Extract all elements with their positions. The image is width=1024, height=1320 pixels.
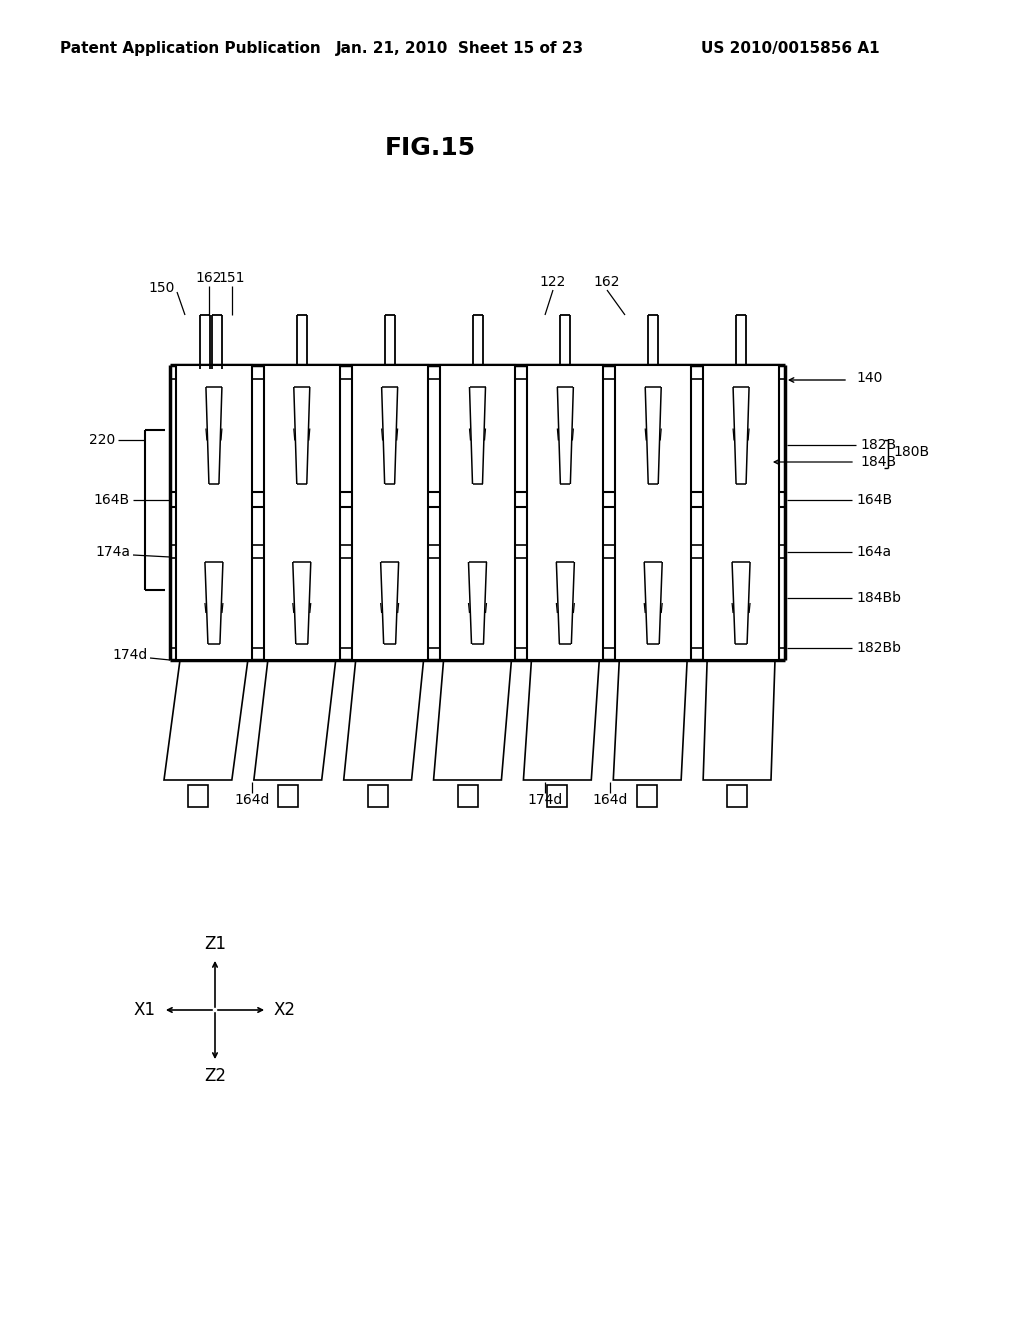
Bar xyxy=(637,785,657,807)
Polygon shape xyxy=(523,660,599,780)
Text: FIG.15: FIG.15 xyxy=(384,136,475,160)
Text: 162: 162 xyxy=(594,275,621,289)
Text: X1: X1 xyxy=(134,1001,156,1019)
Text: 140: 140 xyxy=(856,371,883,385)
Text: 182B: 182B xyxy=(860,438,896,451)
Polygon shape xyxy=(703,660,775,780)
Polygon shape xyxy=(254,660,336,780)
Polygon shape xyxy=(613,660,687,780)
Bar xyxy=(368,785,388,807)
Bar xyxy=(188,785,208,807)
Text: Z1: Z1 xyxy=(204,935,226,953)
Text: 182Bb: 182Bb xyxy=(856,642,901,655)
Polygon shape xyxy=(164,660,248,780)
Text: 151: 151 xyxy=(219,271,246,285)
Text: Patent Application Publication: Patent Application Publication xyxy=(59,41,321,55)
Text: Jan. 21, 2010  Sheet 15 of 23: Jan. 21, 2010 Sheet 15 of 23 xyxy=(336,41,584,55)
Text: 184Bb: 184Bb xyxy=(856,591,901,605)
Bar xyxy=(527,366,603,660)
Bar xyxy=(703,366,779,660)
Text: US 2010/0015856 A1: US 2010/0015856 A1 xyxy=(700,41,880,55)
Text: 220: 220 xyxy=(89,433,115,447)
Text: 164a: 164a xyxy=(856,545,891,558)
Bar xyxy=(727,785,748,807)
Text: 174d: 174d xyxy=(527,793,562,807)
Text: 150: 150 xyxy=(148,281,175,294)
Bar xyxy=(264,366,340,660)
Polygon shape xyxy=(433,660,511,780)
Text: 174a: 174a xyxy=(95,545,130,558)
Bar xyxy=(615,366,691,660)
Text: 164d: 164d xyxy=(234,793,269,807)
Text: Z2: Z2 xyxy=(204,1067,226,1085)
Bar xyxy=(278,785,298,807)
Text: 164B: 164B xyxy=(94,492,130,507)
Bar xyxy=(458,785,477,807)
Text: 164d: 164d xyxy=(592,793,628,807)
Text: 180B: 180B xyxy=(893,445,929,459)
Bar xyxy=(548,785,567,807)
Text: X2: X2 xyxy=(274,1001,296,1019)
Text: 122: 122 xyxy=(540,275,566,289)
Text: 184B: 184B xyxy=(860,455,896,469)
Bar xyxy=(439,366,515,660)
Bar xyxy=(176,366,252,660)
Text: 174d: 174d xyxy=(113,648,148,663)
Text: 164B: 164B xyxy=(856,492,892,507)
Polygon shape xyxy=(344,660,424,780)
Text: 162: 162 xyxy=(196,271,222,285)
Bar xyxy=(351,366,428,660)
